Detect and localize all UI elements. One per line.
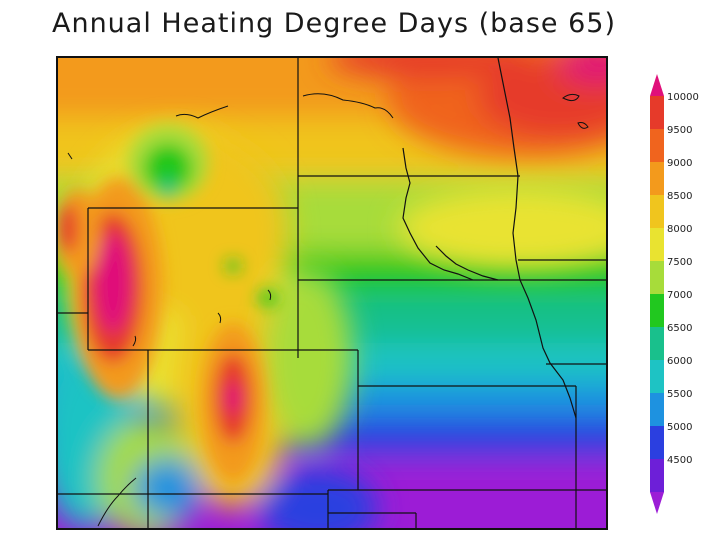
colorbar-tick-label: 7000	[667, 290, 692, 301]
colorbar-legend: 10000 9500 9000 8500 8000 7500 7000 6500 6000 550…	[650, 74, 699, 514]
colorbar-tick-label: 8000	[667, 224, 692, 235]
mountain-peaks	[58, 125, 278, 483]
colorbar-tick-label: 6000	[667, 356, 692, 367]
colorbar-tick-label: 4500	[667, 455, 692, 466]
colorbar-swatch	[650, 426, 664, 460]
colorbar-tick-label: 7500	[667, 257, 692, 268]
colorbar-swatch	[650, 294, 664, 328]
colorbar-tick-label: 9000	[667, 158, 692, 169]
colorbar-tick-label: 10000	[667, 92, 699, 103]
map-title: Annual Heating Degree Days (base 65)	[51, 8, 616, 39]
colorbar-tick-label: 9500	[667, 125, 692, 136]
colorbar-swatch	[650, 195, 664, 229]
colorbar-swatch	[650, 360, 664, 394]
colorbar-swatch	[650, 393, 664, 427]
heat-map-canvas	[58, 58, 606, 528]
colorbar-tick-label: 8500	[667, 191, 692, 202]
colorbar-tick-label: 6500	[667, 323, 692, 334]
colorbar-tick-label: 5500	[667, 389, 692, 400]
lakes	[67, 93, 589, 527]
northeast-cold-area	[328, 58, 606, 268]
colorbar-swatch	[650, 327, 664, 361]
colorbar-tick-label: 5000	[667, 422, 692, 433]
colorbar-bottom-arrow	[650, 492, 664, 514]
colorbar-top-arrow	[650, 74, 664, 96]
heat-map	[56, 56, 608, 530]
colorbar-swatch	[650, 228, 664, 262]
colorbar-swatch	[650, 162, 664, 196]
colorbar-swatch	[650, 96, 664, 130]
colorbar-swatch	[650, 129, 664, 163]
colorbar-swatch	[650, 261, 664, 295]
state-boundaries	[58, 58, 606, 528]
colorbar-swatch	[650, 459, 664, 493]
